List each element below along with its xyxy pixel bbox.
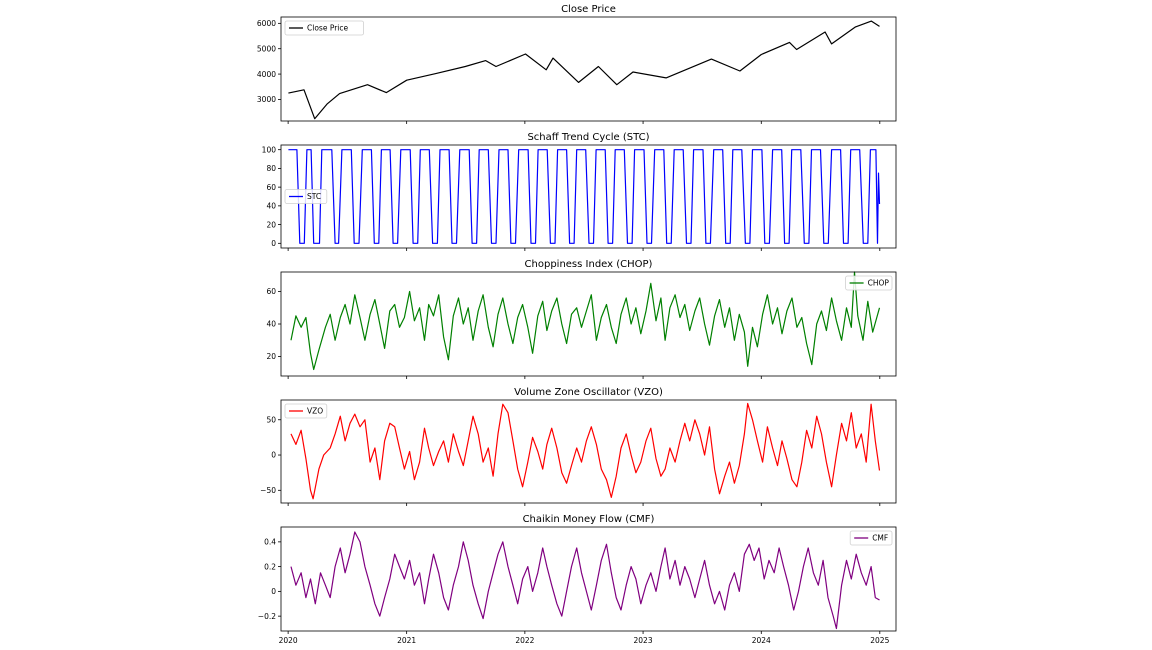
- series-line-cmf: [290, 531, 880, 630]
- panel-title: Choppiness Index (CHOP): [525, 259, 653, 270]
- legend: STC: [284, 189, 328, 204]
- legend-label: CMF: [872, 534, 888, 543]
- legend: VZO: [284, 403, 328, 419]
- legend: CMF: [849, 530, 893, 546]
- legend-box: [845, 275, 893, 291]
- plot-frame: [280, 144, 897, 249]
- plot-frame: [280, 16, 897, 122]
- panel-choppiness-index-chop: Choppiness Index (CHOP) 20 40 60 CHOP: [266, 259, 897, 379]
- y-tick-label: 3000: [257, 95, 276, 104]
- panel-title: Schaff Trend Cycle (STC): [527, 132, 649, 143]
- panel-title: Chaikin Money Flow (CMF): [523, 514, 655, 525]
- x-tick-label: 2020: [279, 636, 298, 645]
- panel-chaikin-money-flow-cmf: Chaikin Money Flow (CMF) −0.2 0 0.2 0.4 2020 2…: [258, 514, 897, 645]
- panel-volume-zone-oscillator-vzo: Volume Zone Oscillator (VZO) −50 0 50 VZO: [260, 387, 897, 506]
- y-tick-label: 4000: [257, 70, 276, 79]
- legend: CHOP: [845, 275, 893, 291]
- x-tick-label: 2024: [752, 636, 771, 645]
- legend: Close Price: [284, 20, 364, 36]
- legend-box: [284, 403, 328, 419]
- y-tick-label: 80: [266, 164, 276, 173]
- legend-label: STC: [307, 192, 321, 201]
- plot-frame: [280, 271, 897, 377]
- x-tick-label: 2023: [634, 636, 653, 645]
- y-tick-label: 20: [266, 352, 276, 361]
- panel-schaff-trend-cycle-stc: Schaff Trend Cycle (STC) 0 20 40 60 80 100 STC: [262, 132, 897, 251]
- panel-title: Volume Zone Oscillator (VZO): [514, 387, 663, 398]
- y-tick-label: 0: [271, 239, 276, 248]
- panel-title: Close Price: [561, 4, 616, 15]
- legend-box: [284, 189, 328, 204]
- series-line-chop: [290, 271, 881, 371]
- legend-label: Close Price: [307, 24, 348, 33]
- legend-box: [849, 530, 893, 546]
- legend-label: CHOP: [868, 279, 890, 288]
- plot-frame: [280, 526, 897, 632]
- y-tick-label: 6000: [257, 19, 276, 28]
- y-tick-label: 60: [266, 183, 276, 192]
- y-tick-label: 100: [262, 145, 277, 154]
- series-line-close-price: [288, 20, 880, 120]
- y-tick-label: 50: [266, 415, 276, 424]
- y-tick-label: −0.2: [258, 612, 276, 621]
- y-tick-label: 0.2: [264, 562, 276, 571]
- panel-close-price: Close Price 3000 4000 5000 6000 Close Price: [257, 4, 897, 124]
- y-tick-label: 5000: [257, 44, 276, 53]
- legend-label: VZO: [307, 407, 323, 416]
- y-tick-label: 40: [266, 320, 276, 329]
- y-tick-label: 60: [266, 287, 276, 296]
- legend-box: [284, 20, 364, 36]
- x-tick-label: 2022: [515, 636, 534, 645]
- series-line-stc: [288, 149, 881, 244]
- y-tick-label: −50: [260, 486, 276, 495]
- y-tick-label: 0: [271, 451, 276, 460]
- y-tick-label: 20: [266, 220, 276, 229]
- x-tick-label: 2025: [870, 636, 889, 645]
- y-tick-label: 0.4: [264, 538, 276, 547]
- x-tick-label: 2021: [397, 636, 416, 645]
- plot-frame: [280, 399, 897, 504]
- y-tick-label: 0: [271, 587, 276, 596]
- series-line-vzo: [290, 402, 881, 500]
- y-tick-label: 40: [266, 202, 276, 211]
